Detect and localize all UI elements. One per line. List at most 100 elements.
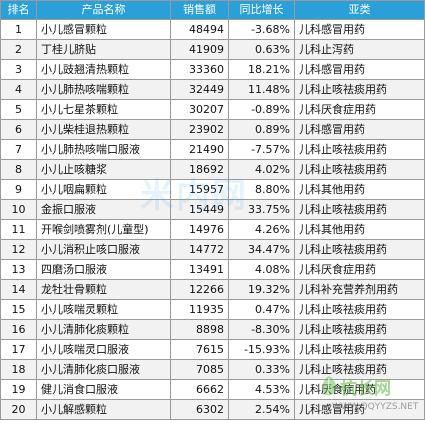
sales-cell: 15957 <box>170 179 229 200</box>
growth-cell: 4.02% <box>228 159 295 180</box>
sales-cell: 23902 <box>170 119 229 140</box>
rank-cell: 13 <box>0 259 37 280</box>
table-row: 8 小儿止咳糖浆 18692 4.02% 儿科止咳祛痰用药 <box>0 159 425 180</box>
growth-cell: 4.26% <box>228 219 295 240</box>
sales-cell: 32449 <box>170 79 229 100</box>
category-cell: 儿科其他用药 <box>294 219 425 240</box>
table-row: 4 小儿肺热咳喘颗粒 32449 11.48% 儿科止咳祛痰用药 <box>0 79 425 100</box>
sales-cell: 41909 <box>170 39 229 60</box>
sales-cell: 7085 <box>170 359 229 380</box>
rank-cell: 1 <box>0 19 37 40</box>
rank-cell: 2 <box>0 39 37 60</box>
category-cell: 儿科止咳祛痰用药 <box>294 339 425 360</box>
rank-cell: 7 <box>0 139 37 160</box>
rank-cell: 15 <box>0 299 37 320</box>
table-header: 排名 产品名称 销售额 同比增长 亚类 <box>0 0 425 20</box>
product-name-cell: 小儿清肺化痰口服液 <box>36 359 171 380</box>
table-row: 1 小儿感冒颗粒 48494 -3.68% 儿科感冒用药 <box>0 19 425 40</box>
table-row: 6 小儿柴桂退热颗粒 23902 0.89% 儿科感冒用药 <box>0 119 425 140</box>
category-cell: 儿科止咳祛痰用药 <box>294 359 425 380</box>
growth-cell: 8.80% <box>228 179 295 200</box>
category-cell: 儿科厌食症用药 <box>294 259 425 280</box>
category-cell: 儿科感冒用药 <box>294 119 425 140</box>
category-cell: 儿科止咳祛痰用药 <box>294 79 425 100</box>
category-cell: 儿科补充营养剂用药 <box>294 279 425 300</box>
category-cell: 儿科止泻药 <box>294 39 425 60</box>
growth-cell: -0.89% <box>228 99 295 120</box>
category-cell: 儿科厌食症用药 <box>294 99 425 120</box>
sales-cell: 14772 <box>170 239 229 260</box>
growth-cell: -8.30% <box>228 319 295 340</box>
category-cell: 儿科止咳祛痰用药 <box>294 199 425 220</box>
header-rank: 排名 <box>0 0 37 20</box>
category-cell: 儿科止咳祛痰用药 <box>294 159 425 180</box>
table-row: 9 小儿咽扁颗粒 15957 8.80% 儿科其他用药 <box>0 179 425 200</box>
rank-cell: 3 <box>0 59 37 80</box>
product-name-cell: 金振口服液 <box>36 199 171 220</box>
product-name-cell: 小儿咳喘灵颗粒 <box>36 299 171 320</box>
rank-cell: 14 <box>0 279 37 300</box>
category-cell: 儿科其他用药 <box>294 179 425 200</box>
product-name-cell: 健儿消食口服液 <box>36 379 171 400</box>
growth-cell: 4.08% <box>228 259 295 280</box>
sales-cell: 48494 <box>170 19 229 40</box>
product-name-cell: 小儿解感颗粒 <box>36 399 171 420</box>
table-row: 12 小儿消积止咳口服液 14772 34.47% 儿科止咳祛痰用药 <box>0 239 425 260</box>
rank-cell: 16 <box>0 319 37 340</box>
table-row: 13 四磨汤口服液 13491 4.08% 儿科厌食症用药 <box>0 259 425 280</box>
product-name-cell: 小儿咽扁颗粒 <box>36 179 171 200</box>
growth-cell: 11.48% <box>228 79 295 100</box>
category-cell: 儿科厌食症用药 <box>294 379 425 400</box>
rank-cell: 20 <box>0 399 37 420</box>
header-product-name: 产品名称 <box>36 0 171 20</box>
header-sales: 销售额 <box>170 0 229 20</box>
sales-cell: 12266 <box>170 279 229 300</box>
product-name-cell: 开喉剑喷雾剂(儿童型) <box>36 219 171 240</box>
rank-cell: 10 <box>0 199 37 220</box>
table-row: 20 小儿解感颗粒 6302 2.54% 儿科感冒用药 <box>0 399 425 420</box>
growth-cell: 18.21% <box>228 59 295 80</box>
sales-cell: 13491 <box>170 259 229 280</box>
growth-cell: 19.32% <box>228 279 295 300</box>
product-name-cell: 小儿肺热咳喘口服液 <box>36 139 171 160</box>
growth-cell: 34.47% <box>228 239 295 260</box>
category-cell: 儿科止咳祛痰用药 <box>294 299 425 320</box>
rank-cell: 18 <box>0 359 37 380</box>
table-row: 3 小儿豉翘清热颗粒 33360 18.21% 儿科感冒用药 <box>0 59 425 80</box>
growth-cell: -3.68% <box>228 19 295 40</box>
product-name-cell: 小儿七星茶颗粒 <box>36 99 171 120</box>
growth-cell: 4.53% <box>228 379 295 400</box>
table-row: 10 金振口服液 15449 33.75% 儿科止咳祛痰用药 <box>0 199 425 220</box>
table-row: 19 健儿消食口服液 6662 4.53% 儿科厌食症用药 <box>0 379 425 400</box>
sales-cell: 8898 <box>170 319 229 340</box>
rank-cell: 17 <box>0 339 37 360</box>
product-name-cell: 小儿咳喘灵口服液 <box>36 339 171 360</box>
table-body: 1 小儿感冒颗粒 48494 -3.68% 儿科感冒用药 2 丁桂儿脐贴 41909 0.63%… <box>0 19 425 420</box>
sales-cell: 21490 <box>170 139 229 160</box>
rank-cell: 6 <box>0 119 37 140</box>
category-cell: 儿科感冒用药 <box>294 59 425 80</box>
rank-cell: 11 <box>0 219 37 240</box>
header-category: 亚类 <box>294 0 425 20</box>
growth-cell: 0.89% <box>228 119 295 140</box>
growth-cell: 0.63% <box>228 39 295 60</box>
product-name-cell: 小儿消积止咳口服液 <box>36 239 171 260</box>
table-row: 7 小儿肺热咳喘口服液 21490 -7.57% 儿科止咳祛痰用药 <box>0 139 425 160</box>
growth-cell: 33.75% <box>228 199 295 220</box>
sales-cell: 6662 <box>170 379 229 400</box>
growth-cell: -15.93% <box>228 339 295 360</box>
product-name-cell: 四磨汤口服液 <box>36 259 171 280</box>
product-name-cell: 小儿柴桂退热颗粒 <box>36 119 171 140</box>
category-cell: 儿科止咳祛痰用药 <box>294 319 425 340</box>
sales-cell: 15449 <box>170 199 229 220</box>
sales-cell: 33360 <box>170 59 229 80</box>
table-row: 5 小儿七星茶颗粒 30207 -0.89% 儿科厌食症用药 <box>0 99 425 120</box>
sales-cell: 18692 <box>170 159 229 180</box>
product-name-cell: 小儿豉翘清热颗粒 <box>36 59 171 80</box>
sales-cell: 14976 <box>170 219 229 240</box>
category-cell: 儿科感冒用药 <box>294 19 425 40</box>
growth-cell: -7.57% <box>228 139 295 160</box>
product-name-cell: 小儿感冒颗粒 <box>36 19 171 40</box>
